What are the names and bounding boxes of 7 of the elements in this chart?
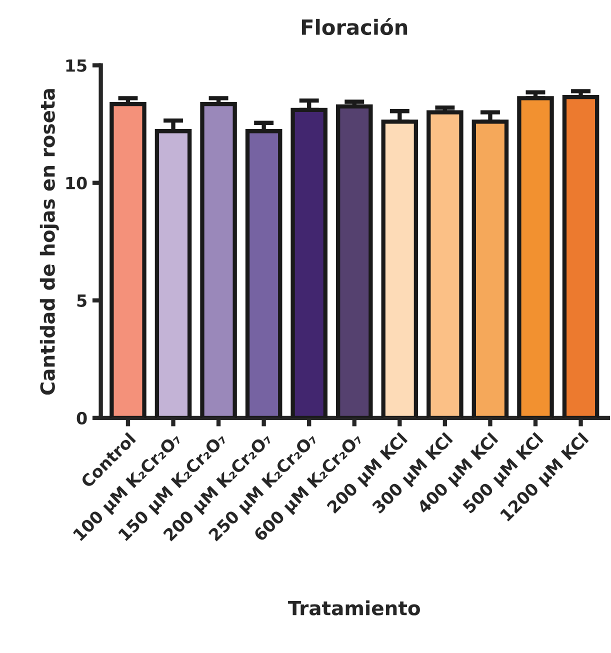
chart-title: Floración	[302, 18, 408, 36]
x-axis-title: Tratamiento	[288, 600, 420, 616]
y-tick-label: 15	[66, 59, 86, 72]
y-tick-label: 0	[76, 412, 87, 424]
y-tick-label: 10	[66, 176, 87, 190]
y-axis-title: Cantidad de hojas en roseta	[40, 89, 59, 395]
y-tick-label: 5	[77, 294, 86, 307]
